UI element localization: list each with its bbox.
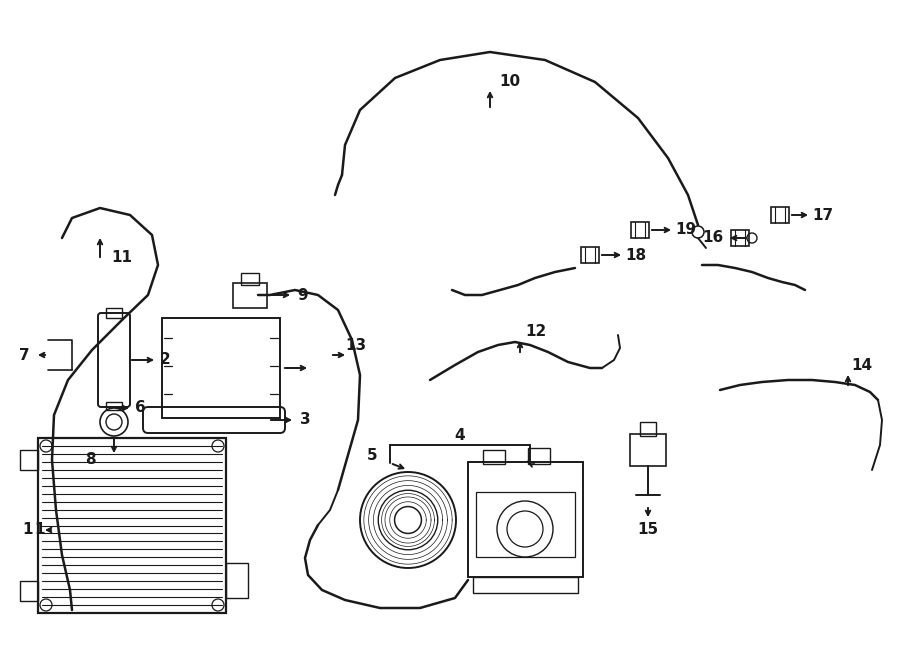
Bar [106, 402, 122, 410]
Bar [233, 283, 267, 308]
Text: 1: 1 [22, 522, 33, 537]
Text: 19: 19 [675, 223, 697, 237]
Bar [226, 563, 248, 598]
Text: 2: 2 [159, 352, 170, 368]
Bar [106, 308, 122, 318]
Bar [476, 492, 575, 557]
Bar [20, 581, 38, 601]
Bar [20, 450, 38, 470]
Text: 10: 10 [500, 75, 520, 89]
Bar [162, 318, 280, 418]
Text: 9: 9 [298, 288, 309, 303]
Text: 1: 1 [35, 522, 45, 537]
Text: 3: 3 [300, 412, 310, 428]
Bar [473, 577, 578, 593]
Text: 16: 16 [702, 231, 724, 245]
Text: 7: 7 [19, 348, 30, 362]
Text: 13: 13 [346, 338, 366, 352]
Bar [468, 462, 583, 577]
Bar [640, 422, 656, 436]
Bar [241, 273, 259, 285]
Text: 6: 6 [135, 401, 146, 416]
Text: 8: 8 [85, 453, 95, 467]
Bar [483, 450, 505, 464]
Bar [771, 207, 789, 223]
Bar [38, 438, 226, 613]
Bar [581, 247, 599, 263]
Bar [731, 230, 749, 246]
Text: 11: 11 [112, 251, 132, 266]
Text: 17: 17 [813, 208, 833, 223]
Text: 5: 5 [366, 447, 377, 463]
Text: 15: 15 [637, 522, 659, 537]
Bar [528, 448, 550, 464]
Bar [630, 434, 666, 466]
Text: 18: 18 [626, 247, 646, 262]
Text: 4: 4 [454, 428, 465, 442]
Text: 14: 14 [851, 358, 873, 373]
Text: 12: 12 [526, 325, 546, 340]
Bar [631, 222, 649, 238]
